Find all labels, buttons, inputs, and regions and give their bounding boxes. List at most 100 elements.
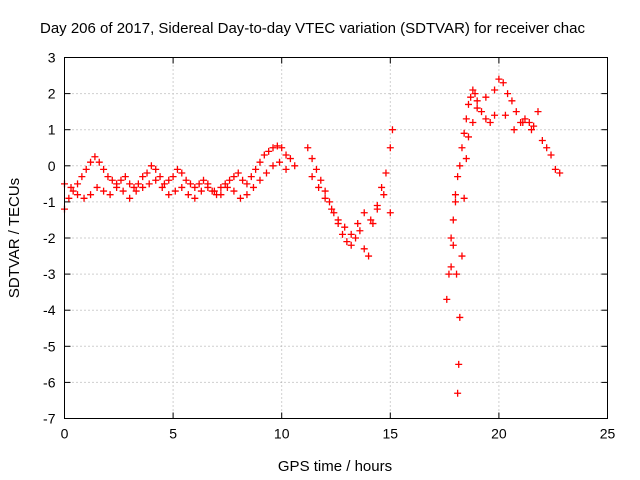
data-point bbox=[471, 90, 479, 98]
data-point bbox=[325, 198, 333, 206]
data-point bbox=[69, 187, 77, 195]
data-point bbox=[504, 90, 512, 98]
data-points bbox=[61, 75, 564, 397]
data-point bbox=[182, 176, 190, 184]
data-point bbox=[143, 169, 151, 177]
data-point bbox=[378, 183, 386, 191]
data-point bbox=[126, 194, 134, 202]
data-point bbox=[173, 165, 181, 173]
data-point bbox=[449, 216, 457, 224]
data-point bbox=[184, 191, 192, 199]
data-point bbox=[478, 108, 486, 116]
data-point bbox=[130, 183, 138, 191]
data-point bbox=[108, 176, 116, 184]
data-point bbox=[204, 180, 212, 188]
data-point bbox=[308, 155, 316, 163]
y-tick-label: -2 bbox=[43, 230, 56, 246]
data-point bbox=[304, 144, 312, 152]
data-point bbox=[530, 122, 538, 130]
data-point bbox=[100, 165, 108, 173]
data-point bbox=[113, 183, 121, 191]
data-point bbox=[269, 162, 277, 170]
data-point bbox=[352, 234, 360, 242]
data-point bbox=[462, 115, 470, 123]
x-tick-label: 25 bbox=[600, 426, 616, 442]
data-point bbox=[210, 187, 218, 195]
data-point bbox=[91, 153, 99, 161]
data-point bbox=[87, 158, 95, 166]
data-point bbox=[171, 187, 179, 195]
data-point bbox=[165, 191, 173, 199]
data-point bbox=[347, 241, 355, 249]
data-point bbox=[369, 220, 377, 228]
data-point bbox=[512, 108, 520, 116]
data-point bbox=[239, 176, 247, 184]
data-point bbox=[510, 126, 518, 134]
data-point bbox=[451, 191, 459, 199]
data-point bbox=[217, 183, 225, 191]
data-point bbox=[106, 191, 114, 199]
data-point bbox=[152, 176, 160, 184]
y-tick-label: -6 bbox=[43, 374, 56, 390]
data-point bbox=[87, 191, 95, 199]
data-point bbox=[178, 169, 186, 177]
data-point bbox=[551, 165, 559, 173]
y-tick-label: 2 bbox=[48, 86, 56, 102]
data-point bbox=[491, 86, 499, 94]
data-point bbox=[119, 187, 127, 195]
data-point bbox=[386, 144, 394, 152]
data-point bbox=[543, 144, 551, 152]
data-point bbox=[328, 205, 336, 213]
data-point bbox=[191, 194, 199, 202]
data-point bbox=[382, 169, 390, 177]
chart-title: Day 206 of 2017, Sidereal Day-to-day VTE… bbox=[40, 20, 585, 37]
data-point bbox=[165, 176, 173, 184]
data-point bbox=[230, 173, 238, 181]
data-point bbox=[197, 187, 205, 195]
data-point bbox=[249, 183, 257, 191]
data-point bbox=[74, 191, 82, 199]
data-point bbox=[67, 183, 75, 191]
data-point bbox=[339, 230, 347, 238]
data-point bbox=[321, 187, 329, 195]
data-point bbox=[482, 115, 490, 123]
data-point bbox=[330, 209, 338, 217]
data-point bbox=[347, 230, 355, 238]
data-point bbox=[458, 252, 466, 260]
data-point bbox=[354, 220, 362, 228]
data-point bbox=[93, 183, 101, 191]
x-tick-label: 5 bbox=[169, 426, 177, 442]
data-point bbox=[221, 180, 229, 188]
data-point bbox=[453, 270, 461, 278]
data-point bbox=[455, 360, 463, 368]
y-tick-label: -1 bbox=[43, 194, 56, 210]
data-point bbox=[286, 155, 294, 163]
data-point bbox=[388, 126, 396, 134]
data-point bbox=[65, 194, 73, 202]
data-point bbox=[469, 118, 477, 126]
data-point bbox=[156, 173, 164, 181]
data-point bbox=[460, 194, 468, 202]
data-point bbox=[126, 180, 134, 188]
data-point bbox=[317, 176, 325, 184]
data-point bbox=[100, 187, 108, 195]
data-point bbox=[132, 187, 140, 195]
data-point bbox=[312, 165, 320, 173]
data-point bbox=[195, 180, 203, 188]
data-point bbox=[360, 245, 368, 253]
data-point bbox=[495, 75, 503, 83]
y-tick-label: 1 bbox=[48, 122, 56, 138]
data-point bbox=[243, 191, 251, 199]
data-point bbox=[308, 173, 316, 181]
data-point bbox=[534, 108, 542, 116]
data-point bbox=[556, 169, 564, 177]
x-tick-label: 20 bbox=[491, 426, 507, 442]
x-tick-label: 15 bbox=[383, 426, 399, 442]
data-point bbox=[521, 115, 529, 123]
data-point bbox=[467, 93, 475, 101]
data-point bbox=[473, 104, 481, 112]
data-point bbox=[158, 183, 166, 191]
data-point bbox=[334, 216, 342, 224]
